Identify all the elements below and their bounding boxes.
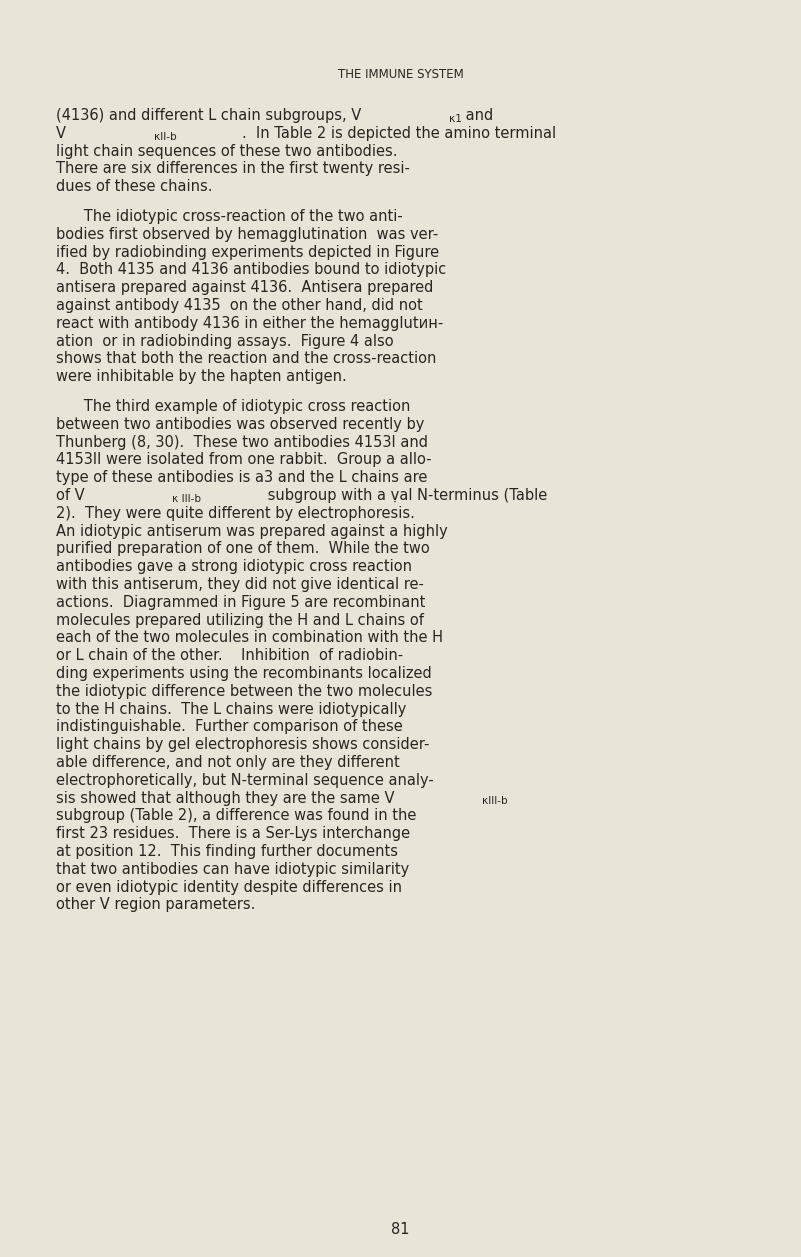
Text: the idiotypic difference between the two molecules: the idiotypic difference between the two… [56, 684, 433, 699]
Text: 2).  They were quite different by electrophoresis.: 2). They were quite different by electro… [56, 505, 415, 520]
Text: dues of these chains.: dues of these chains. [56, 180, 212, 194]
Text: ation  or in radiobinding assays.  Figure 4 also: ation or in radiobinding assays. Figure … [56, 333, 393, 348]
Text: type of these antibodies is a3 and the L chains are: type of these antibodies is a3 and the L… [56, 470, 428, 485]
Text: shows that both the reaction and the cross-reaction: shows that both the reaction and the cro… [56, 352, 437, 366]
Text: V: V [56, 126, 66, 141]
Text: An idiotypic antiserum was prepared against a highly: An idiotypic antiserum was prepared agai… [56, 524, 448, 538]
Text: κIII-b: κIII-b [482, 797, 508, 807]
Text: indistinguishable.  Further comparison of these: indistinguishable. Further comparison of… [56, 719, 403, 734]
Text: between two antibodies was observed recently by: between two antibodies was observed rece… [56, 417, 425, 432]
Text: other V region parameters.: other V region parameters. [56, 897, 256, 913]
Text: antibodies gave a strong idiotypic cross reaction: antibodies gave a strong idiotypic cross… [56, 559, 412, 574]
Text: sis showed that although they are the same V: sis showed that although they are the sa… [56, 791, 395, 806]
Text: subgroup with a ṿal N-terminus (Table: subgroup with a ṿal N-terminus (Table [263, 488, 547, 503]
Text: κ1: κ1 [449, 114, 461, 123]
Text: Thunberg (8, 30).  These two antibodies 4153I and: Thunberg (8, 30). These two antibodies 4… [56, 435, 428, 450]
Text: react with antibody 4136 in either the hemagglutин-: react with antibody 4136 in either the h… [56, 316, 443, 331]
Text: or L chain of the other.    Inhibition  of radiobin-: or L chain of the other. Inhibition of r… [56, 649, 403, 664]
Text: at position 12.  This finding further documents: at position 12. This finding further doc… [56, 843, 398, 859]
Text: light chain sequences of these two antibodies.: light chain sequences of these two antib… [56, 143, 397, 158]
Text: There are six differences in the first twenty resi-: There are six differences in the first t… [56, 161, 410, 176]
Text: bodies first observed by hemagglutination  was ver-: bodies first observed by hemagglutinatio… [56, 226, 438, 241]
Text: 4153II were isolated from one rabbit.  Group a allo-: 4153II were isolated from one rabbit. Gr… [56, 453, 432, 468]
Text: to the H chains.  The L chains were idiotypically: to the H chains. The L chains were idiot… [56, 701, 406, 716]
Text: able difference, and not only are they different: able difference, and not only are they d… [56, 755, 400, 771]
Text: 4.  Both 4135 and 4136 antibodies bound to idiotypic: 4. Both 4135 and 4136 antibodies bound t… [56, 263, 446, 278]
Text: antisera prepared against 4136.  Antisera prepared: antisera prepared against 4136. Antisera… [56, 280, 433, 295]
Text: .  In Table 2 is depicted the amino terminal: . In Table 2 is depicted the amino termi… [242, 126, 556, 141]
Text: of V: of V [56, 488, 85, 503]
Text: molecules prepared utilizing the H and L chains of: molecules prepared utilizing the H and L… [56, 612, 424, 627]
Text: each of the two molecules in combination with the H: each of the two molecules in combination… [56, 631, 443, 645]
Text: that two antibodies can have idiotypic similarity: that two antibodies can have idiotypic s… [56, 862, 409, 877]
Text: and: and [461, 108, 493, 123]
Text: actions.  Diagrammed in Figure 5 are recombinant: actions. Diagrammed in Figure 5 are reco… [56, 595, 425, 610]
Text: light chains by gel electrophoresis shows consider-: light chains by gel electrophoresis show… [56, 737, 429, 752]
Text: with this antiserum, they did not give identical re-: with this antiserum, they did not give i… [56, 577, 424, 592]
Text: 81: 81 [391, 1222, 410, 1237]
Text: (4136) and different L chain subgroups, V: (4136) and different L chain subgroups, … [56, 108, 361, 123]
Text: purified preparation of one of them.  While the two: purified preparation of one of them. Whi… [56, 542, 430, 557]
Text: κII-b: κII-b [154, 132, 176, 142]
Text: The idiotypic cross-reaction of the two anti-: The idiotypic cross-reaction of the two … [56, 209, 403, 224]
Text: The third example of idiotypic cross reaction: The third example of idiotypic cross rea… [56, 398, 410, 414]
Text: subgroup (Table 2), a difference was found in the: subgroup (Table 2), a difference was fou… [56, 808, 417, 823]
Text: were inhibitable by the hapten antigen.: were inhibitable by the hapten antigen. [56, 370, 347, 385]
Text: ified by radiobinding experiments depicted in Figure: ified by radiobinding experiments depict… [56, 245, 439, 260]
Text: against antibody 4135  on the other hand, did not: against antibody 4135 on the other hand,… [56, 298, 423, 313]
Text: κ III-b: κ III-b [172, 494, 201, 504]
Text: first 23 residues.  There is a Ser-Lys interchange: first 23 residues. There is a Ser-Lys in… [56, 826, 410, 841]
Text: or even idiotypic identity despite differences in: or even idiotypic identity despite diffe… [56, 880, 402, 895]
Text: electrophoretically, but N-terminal sequence analy-: electrophoretically, but N-terminal sequ… [56, 773, 434, 788]
Text: THE IMMUNE SYSTEM: THE IMMUNE SYSTEM [338, 68, 463, 80]
Text: ding experiments using the recombinants localized: ding experiments using the recombinants … [56, 666, 432, 681]
